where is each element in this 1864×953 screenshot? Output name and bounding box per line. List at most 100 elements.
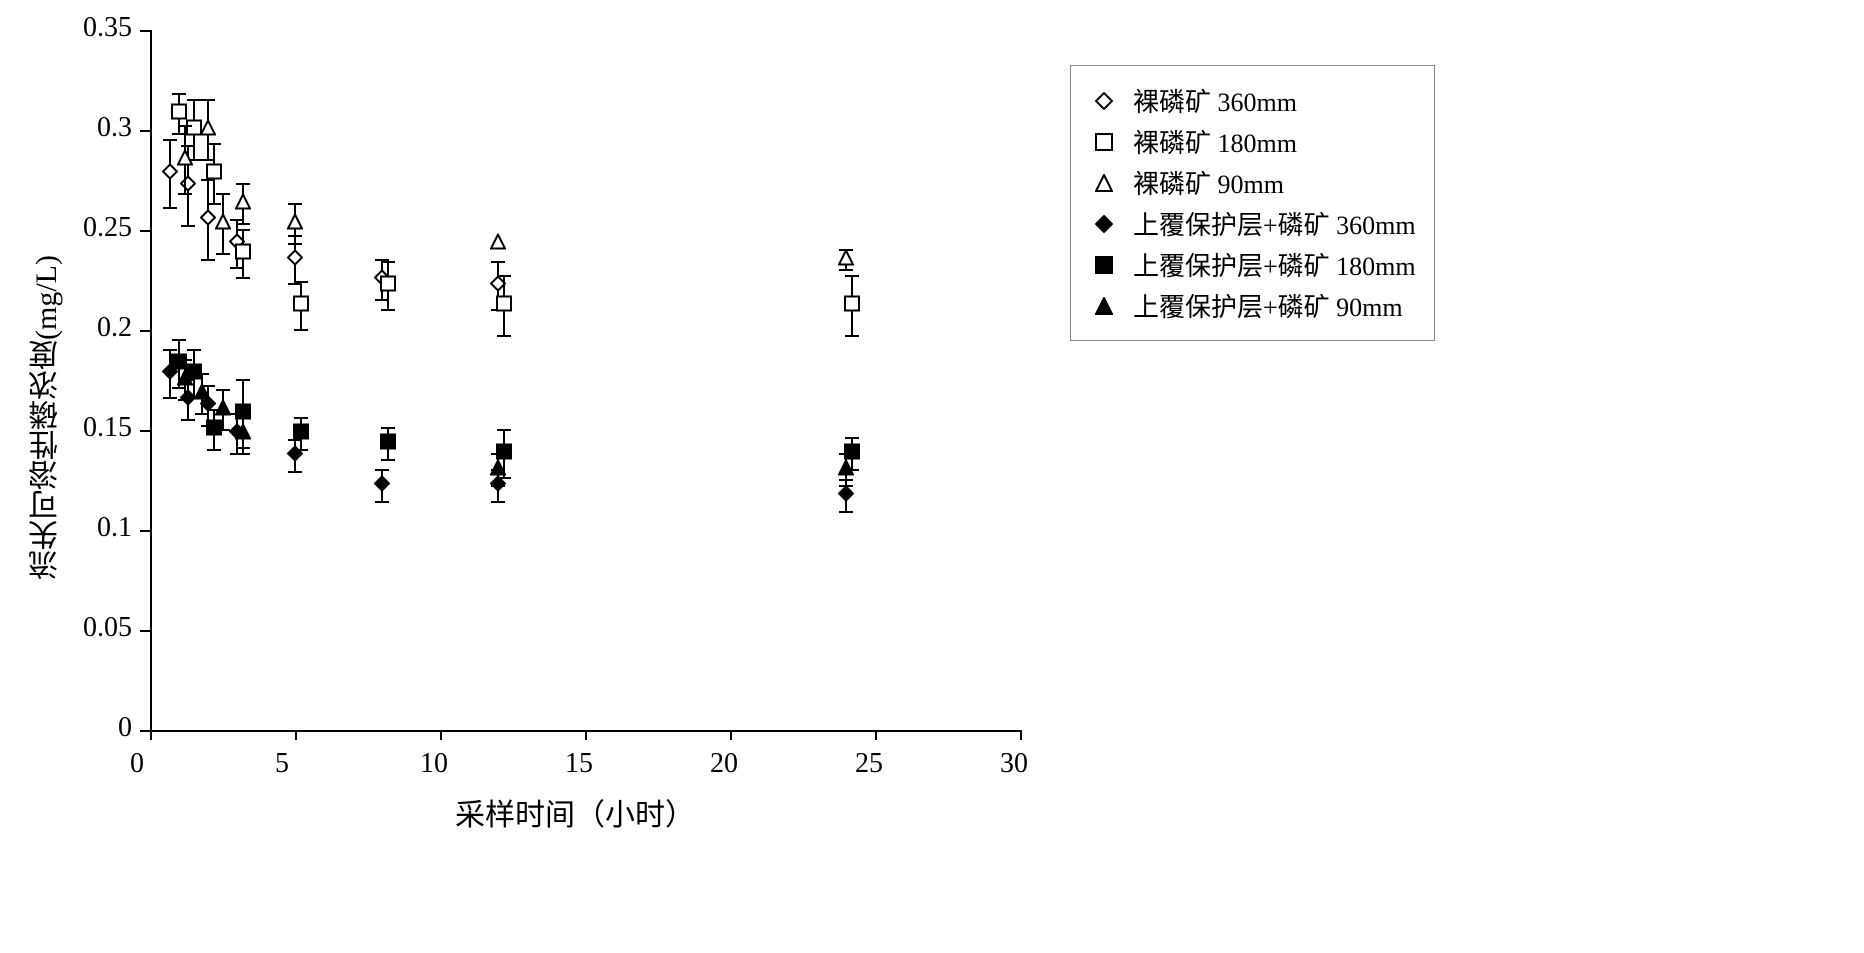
data-point (287, 214, 303, 235)
scatter-chart: 00.050.10.150.20.250.30.35051015202530采样… (20, 20, 1864, 933)
data-point (235, 424, 251, 445)
error-cap (845, 437, 859, 439)
error-cap (216, 193, 230, 195)
data-point (838, 486, 854, 507)
error-cap (172, 93, 186, 95)
x-axis-label: 采样时间（小时） (455, 790, 695, 834)
legend-item: 裸磷矿 180mm (1089, 123, 1416, 160)
error-cap (381, 427, 395, 429)
data-point (293, 296, 309, 317)
y-tick-label: 0.2 (97, 312, 132, 344)
data-point (177, 150, 193, 171)
data-point (200, 120, 216, 141)
data-point (215, 214, 231, 235)
error-cap (236, 453, 250, 455)
error-cap (491, 501, 505, 503)
data-point (235, 244, 251, 265)
data-point (374, 476, 390, 497)
data-point (215, 400, 231, 421)
error-cap (201, 259, 215, 261)
y-tick (140, 630, 150, 632)
data-point (287, 250, 303, 271)
y-tick (140, 730, 150, 732)
legend-item: 上覆保护层+磷矿 360mm (1089, 205, 1416, 242)
y-tick (140, 330, 150, 332)
data-point (496, 296, 512, 317)
legend-item: 上覆保护层+磷矿 180mm (1089, 246, 1416, 283)
error-cap (163, 207, 177, 209)
y-axis (150, 30, 152, 730)
error-cap (163, 139, 177, 141)
y-tick-label: 0.25 (83, 212, 132, 244)
y-tick-label: 0.35 (83, 12, 132, 44)
legend-item: 裸磷矿 90mm (1089, 164, 1416, 201)
error-cap (216, 389, 230, 391)
error-cap (163, 397, 177, 399)
error-cap (375, 501, 389, 503)
error-cap (207, 203, 221, 205)
legend-marker-icon (1089, 127, 1119, 157)
legend-label: 裸磷矿 90mm (1133, 164, 1284, 201)
error-cap (187, 99, 201, 101)
error-cap (163, 349, 177, 351)
legend-item: 上覆保护层+磷矿 90mm (1089, 287, 1416, 324)
data-point (490, 234, 506, 255)
error-cap (491, 261, 505, 263)
y-tick (140, 30, 150, 32)
error-cap (491, 485, 505, 487)
error-cap (288, 471, 302, 473)
x-tick (295, 730, 297, 740)
error-cap (381, 261, 395, 263)
error-cap (294, 329, 308, 331)
legend-label: 裸磷矿 180mm (1133, 123, 1297, 160)
data-point (194, 384, 210, 405)
x-tick-label: 15 (565, 748, 593, 780)
y-tick-label: 0.1 (97, 512, 132, 544)
legend-marker-icon (1089, 86, 1119, 116)
data-point (844, 296, 860, 317)
data-point (490, 460, 506, 481)
error-cap (236, 413, 250, 415)
y-tick (140, 530, 150, 532)
y-tick-label: 0.3 (97, 112, 132, 144)
error-cap (381, 309, 395, 311)
x-tick-label: 5 (275, 748, 289, 780)
error-cap (181, 225, 195, 227)
legend-marker-icon (1089, 209, 1119, 239)
y-tick (140, 130, 150, 132)
x-tick-label: 25 (855, 748, 883, 780)
x-tick-label: 0 (130, 748, 144, 780)
error-cap (172, 339, 186, 341)
error-cap (236, 223, 250, 225)
error-cap (178, 125, 192, 127)
legend-marker-icon (1089, 250, 1119, 280)
error-cap (294, 417, 308, 419)
error-cap (497, 429, 511, 431)
error-cap (201, 159, 215, 161)
legend-marker-icon (1089, 168, 1119, 198)
error-cap (178, 193, 192, 195)
y-tick-label: 0.05 (83, 612, 132, 644)
data-point (235, 194, 251, 215)
x-tick (585, 730, 587, 740)
error-cap (178, 399, 192, 401)
y-tick (140, 430, 150, 432)
error-cap (236, 379, 250, 381)
error-cap (294, 281, 308, 283)
error-cap (288, 203, 302, 205)
error-cap (845, 275, 859, 277)
data-point (380, 276, 396, 297)
error-cap (288, 243, 302, 245)
error-cap (381, 459, 395, 461)
error-cap (195, 413, 209, 415)
error-cap (216, 429, 230, 431)
error-cap (181, 419, 195, 421)
legend-label: 裸磷矿 360mm (1133, 82, 1297, 119)
x-tick (1020, 730, 1022, 740)
legend-label: 上覆保护层+磷矿 180mm (1133, 246, 1416, 283)
error-cap (375, 469, 389, 471)
data-point (838, 250, 854, 271)
error-cap (178, 359, 192, 361)
error-cap (187, 349, 201, 351)
x-tick-label: 30 (1000, 748, 1028, 780)
